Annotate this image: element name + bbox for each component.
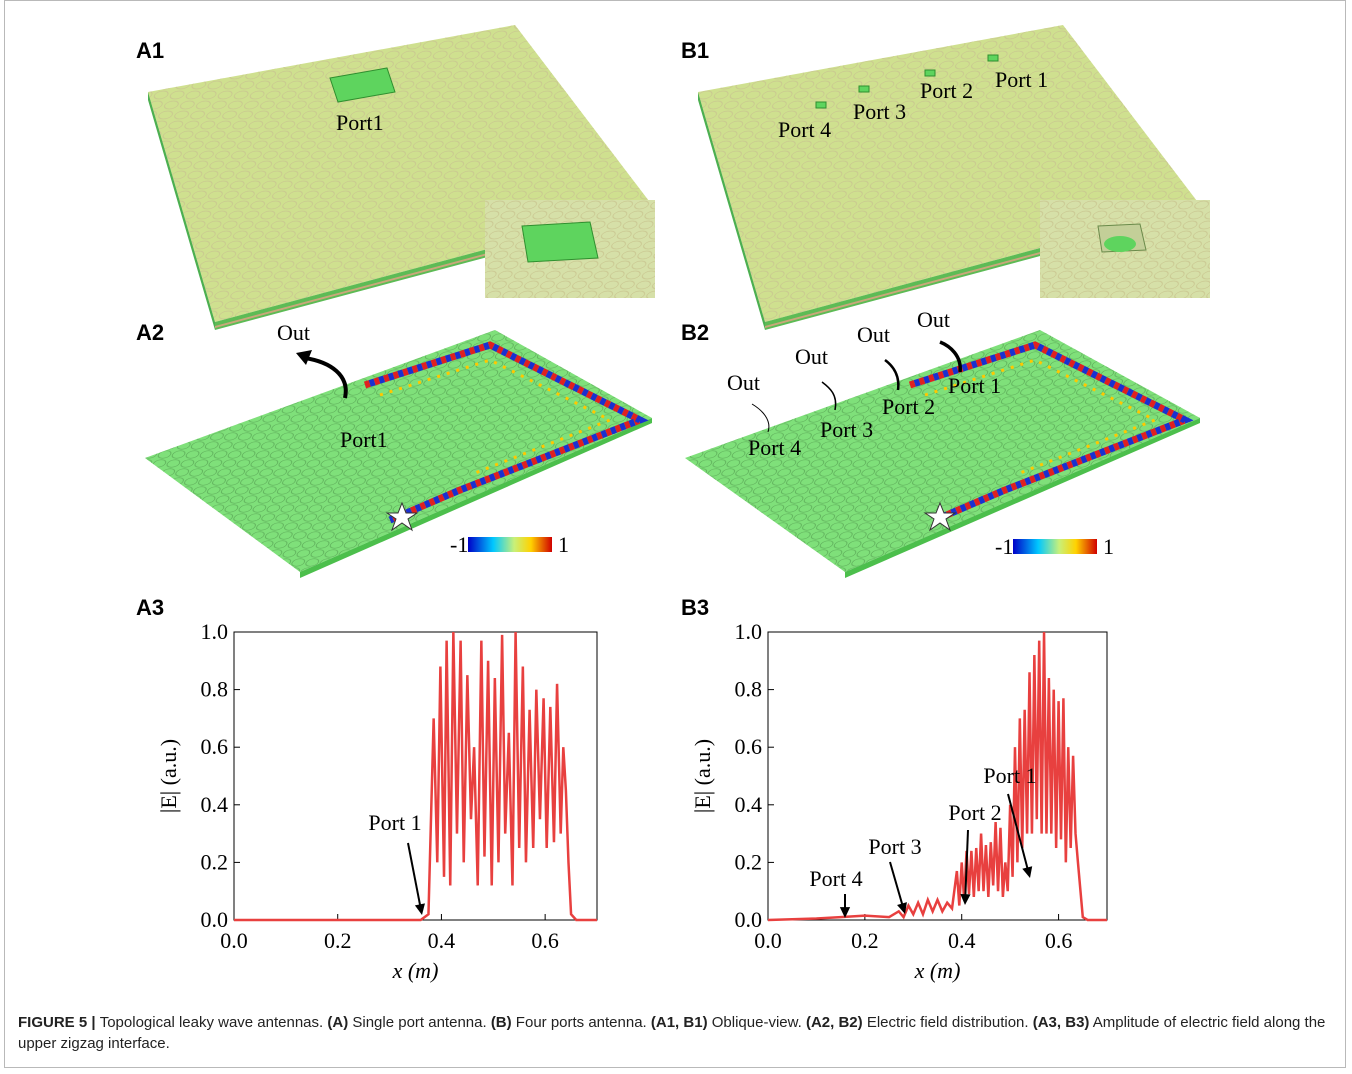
- colorbar-label: 1: [558, 532, 569, 557]
- y-axis-label: |E| (a.u.): [156, 739, 181, 813]
- caption-segment: Topological leaky wave antennas.: [99, 1014, 328, 1031]
- annotation-arrow: [1007, 793, 1029, 871]
- x-tick-label: 0.2: [851, 928, 879, 953]
- y-tick-label: 0.6: [735, 734, 763, 759]
- caption-segment: (A): [327, 1014, 349, 1031]
- y-tick-label: 1.0: [201, 619, 229, 644]
- port-label: Port 3: [853, 99, 906, 124]
- inset-a1: [485, 200, 655, 298]
- arrow-head: [414, 903, 425, 915]
- panel-label: A3: [136, 595, 164, 620]
- y-tick-label: 1.0: [735, 619, 763, 644]
- caption-segment: (A2, B2): [805, 1014, 863, 1031]
- caption-segment: (B): [490, 1014, 512, 1031]
- y-tick-label: 0.6: [201, 734, 229, 759]
- annotation: Port 4: [809, 866, 862, 891]
- port-label: Port 2: [920, 78, 973, 103]
- colorbar-label: -1: [995, 534, 1013, 559]
- panel-label: B2: [681, 320, 709, 345]
- out-label: Out: [795, 344, 828, 369]
- out-label: Out: [857, 322, 890, 347]
- plot-frame: [767, 631, 1108, 921]
- colorbar-label: 1: [1103, 534, 1114, 559]
- port-label: Port1: [336, 110, 384, 135]
- annotation-arrow: [964, 829, 969, 898]
- y-axis-label: |E| (a.u.): [690, 739, 715, 813]
- caption-segment: FIGURE 5 |: [18, 1014, 100, 1031]
- arrow-head: [897, 902, 907, 914]
- port-label: Port 4: [748, 435, 801, 460]
- panel-label: A2: [136, 320, 164, 345]
- annotation-arrow: [407, 842, 422, 908]
- x-tick-label: 0.0: [220, 928, 248, 953]
- x-tick-label: 0.2: [324, 928, 352, 953]
- annotation: Port 3: [868, 834, 921, 859]
- port-label: Port 3: [820, 417, 873, 442]
- port-label: Port 4: [778, 117, 831, 142]
- annotation: Port 1: [983, 763, 1036, 788]
- out-label: Out: [917, 307, 950, 332]
- y-tick-label: 0.4: [201, 792, 229, 817]
- arrow-head: [839, 907, 851, 918]
- port-label: Port 1: [948, 373, 1001, 398]
- slab-b1: [698, 25, 1200, 330]
- arrow-head: [1022, 866, 1033, 878]
- y-tick-label: 0.8: [201, 677, 229, 702]
- y-tick-label: 0.4: [735, 792, 763, 817]
- x-tick-label: 0.4: [948, 928, 976, 953]
- caption-segment: Four ports antenna.: [511, 1014, 651, 1031]
- figure: A1 B1 A2 B2 A3 B3 Port1 Port 4 Port 3 Po…: [136, 25, 1210, 983]
- annotation: Port 1: [368, 810, 421, 835]
- y-tick-label: 0.0: [735, 907, 763, 932]
- line-series: [234, 631, 597, 922]
- x-tick-label: 0.6: [531, 928, 559, 953]
- field-b2: [685, 330, 1200, 578]
- field-a2: [145, 330, 652, 578]
- caption-segment: Single port antenna.: [348, 1014, 491, 1031]
- colorbar-label: -1: [450, 532, 468, 557]
- port-label: Port 2: [882, 394, 935, 419]
- y-tick-label: 0.0: [201, 907, 229, 932]
- arrow-head: [960, 893, 971, 905]
- y-tick-label: 0.2: [735, 849, 763, 874]
- out-label: Out: [727, 370, 760, 395]
- x-axis-label: x (m): [914, 958, 961, 983]
- y-tick-label: 0.2: [201, 849, 229, 874]
- caption-segment: (A1, B1): [650, 1014, 708, 1031]
- x-tick-label: 0.0: [754, 928, 782, 953]
- y-tick-label: 0.8: [735, 677, 763, 702]
- panel-label: A1: [136, 38, 164, 63]
- x-tick-label: 0.4: [428, 928, 456, 953]
- port-label: Port1: [340, 427, 388, 452]
- figure-frame: [4, 0, 1346, 1068]
- panel-label: B3: [681, 595, 709, 620]
- x-axis-label: x (m): [392, 958, 439, 983]
- caption-segment: Oblique-view.: [707, 1014, 806, 1031]
- panel-label: B1: [681, 38, 709, 63]
- out-label: Out: [277, 320, 310, 345]
- caption: FIGURE 5 | Topological leaky wave antenn…: [18, 1012, 1328, 1054]
- line-series: [767, 631, 1107, 922]
- x-tick-label: 0.6: [1045, 928, 1073, 953]
- annotation-arrow: [889, 861, 904, 907]
- caption-segment: (A3, B3): [1032, 1014, 1090, 1031]
- caption-segment: Electric field distribution.: [862, 1014, 1033, 1031]
- inset-b1: [1040, 200, 1210, 298]
- caption-segment: Amplitude of electric field along the up…: [18, 1014, 1326, 1052]
- port-label: Port 1: [995, 67, 1048, 92]
- annotation: Port 2: [948, 800, 1001, 825]
